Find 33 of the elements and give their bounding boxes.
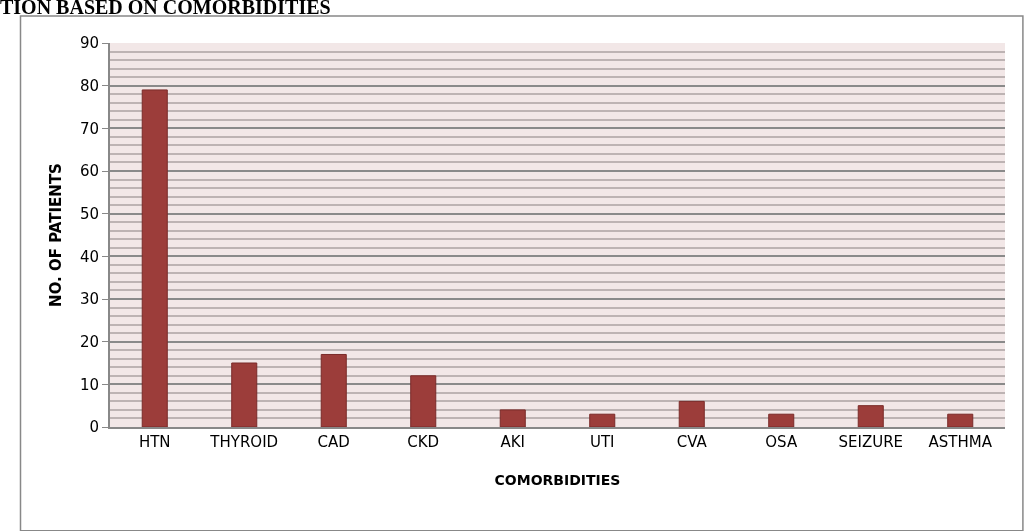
y-axis-title: NO. OF PATIENTS (46, 163, 65, 307)
y-tick-label: 0 (89, 418, 99, 437)
chart-title: TION BASED ON COMORBIDITIES (0, 0, 331, 18)
y-tick-label: 30 (79, 290, 99, 309)
x-tick-label: AKI (500, 433, 526, 451)
bar (857, 405, 884, 427)
bar (141, 89, 168, 427)
bar (947, 413, 974, 427)
x-tick-label: CVA (676, 433, 708, 451)
x-tick-label: CAD (317, 433, 350, 451)
y-tick-label: 90 (79, 34, 99, 53)
x-tick-label: ASTHMA (928, 433, 993, 451)
x-tick-label: CKD (407, 433, 440, 451)
bar (231, 362, 258, 427)
x-tick-label: SEIZURE (838, 433, 904, 451)
x-axis-title: COMORBIDITIES (494, 471, 621, 488)
y-tick-label: 70 (79, 119, 99, 138)
x-tick-label: THYROID (209, 433, 279, 451)
bar (410, 375, 437, 427)
bar (320, 353, 347, 427)
y-tick-label: 80 (79, 76, 99, 95)
x-tick-label: OSA (765, 433, 798, 451)
x-tick-label: HTN (138, 433, 171, 451)
bar (499, 409, 526, 427)
bar (768, 413, 795, 427)
y-tick-label: 40 (79, 247, 99, 266)
y-tick-label: 10 (79, 375, 99, 394)
bar (678, 400, 705, 427)
x-tick-label: UTI (589, 433, 615, 451)
y-tick-label: 20 (79, 332, 99, 351)
bar (589, 413, 616, 427)
y-tick-label: 50 (79, 204, 99, 223)
y-tick-label: 60 (79, 162, 99, 181)
